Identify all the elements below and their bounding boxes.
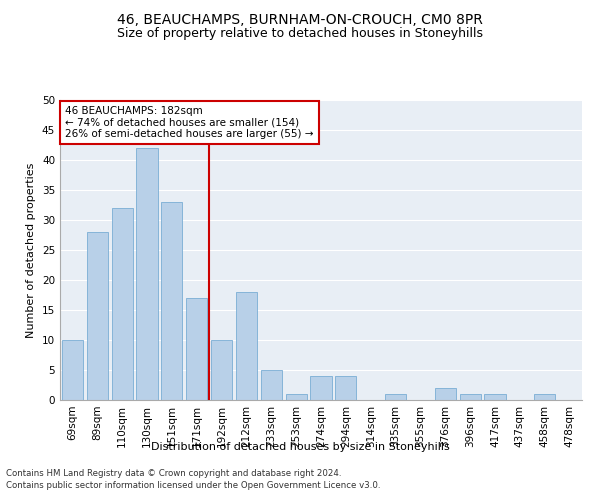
Bar	[112, 208, 133, 400]
Bar	[87, 232, 108, 400]
Bar	[261, 370, 282, 400]
Bar	[211, 340, 232, 400]
Text: Distribution of detached houses by size in Stoneyhills: Distribution of detached houses by size …	[151, 442, 449, 452]
Bar	[484, 394, 506, 400]
Bar	[136, 148, 158, 400]
Bar	[385, 394, 406, 400]
Text: 46 BEAUCHAMPS: 182sqm
← 74% of detached houses are smaller (154)
26% of semi-det: 46 BEAUCHAMPS: 182sqm ← 74% of detached …	[65, 106, 314, 139]
Bar	[286, 394, 307, 400]
Text: 46, BEAUCHAMPS, BURNHAM-ON-CROUCH, CM0 8PR: 46, BEAUCHAMPS, BURNHAM-ON-CROUCH, CM0 8…	[117, 12, 483, 26]
Bar	[435, 388, 456, 400]
Bar	[236, 292, 257, 400]
Bar	[62, 340, 83, 400]
Bar	[186, 298, 207, 400]
Bar	[335, 376, 356, 400]
Text: Contains public sector information licensed under the Open Government Licence v3: Contains public sector information licen…	[6, 481, 380, 490]
Bar	[310, 376, 332, 400]
Text: Contains HM Land Registry data © Crown copyright and database right 2024.: Contains HM Land Registry data © Crown c…	[6, 468, 341, 477]
Bar	[534, 394, 555, 400]
Bar	[161, 202, 182, 400]
Y-axis label: Number of detached properties: Number of detached properties	[26, 162, 37, 338]
Bar	[460, 394, 481, 400]
Text: Size of property relative to detached houses in Stoneyhills: Size of property relative to detached ho…	[117, 28, 483, 40]
